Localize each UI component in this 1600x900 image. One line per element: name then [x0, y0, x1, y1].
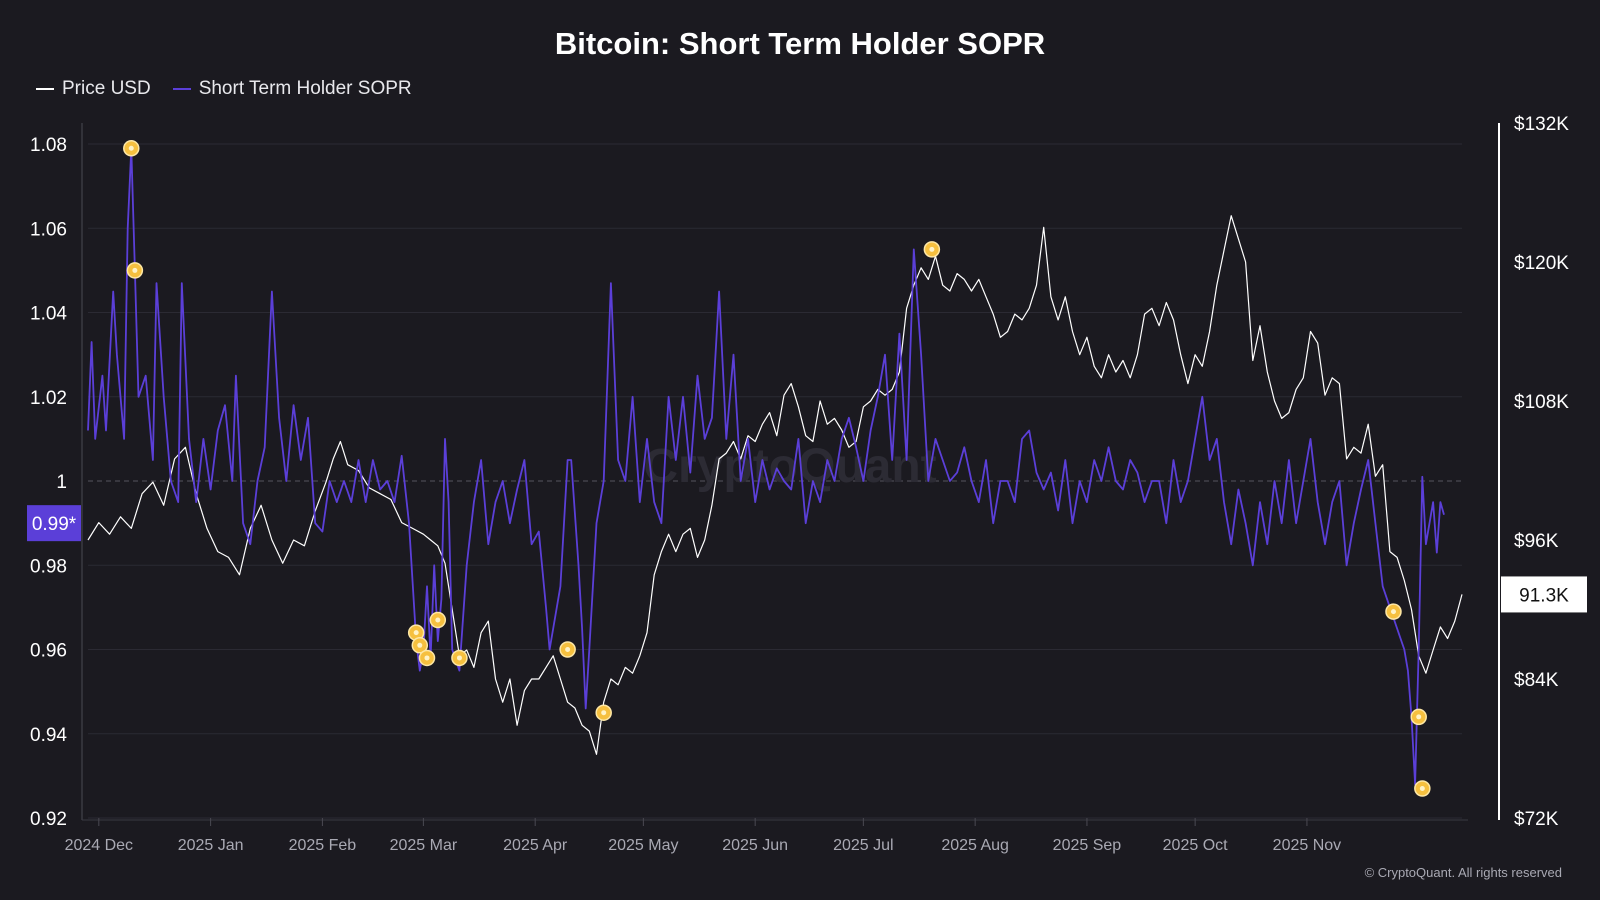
right-tick-label-0: $72K: [1514, 809, 1559, 830]
series: [87, 147, 1463, 786]
left-tick-label-5: 1.02: [30, 388, 67, 409]
value-badges: 0.99* 91.3K: [27, 505, 1587, 613]
highlight-marker-center-11: [1416, 714, 1422, 720]
legend-swatch-price-usd: [36, 88, 54, 90]
left-tick-label-0: 0.92: [30, 809, 67, 830]
right-tick-label-1: $84K: [1514, 670, 1559, 691]
left-tick-label-8: 1.08: [30, 135, 67, 156]
sopr-current-label: 0.99*: [32, 514, 77, 535]
chart-title: Bitcoin: Short Term Holder SOPR: [554, 26, 1046, 61]
highlight-marker-center-6: [456, 655, 462, 661]
x-tick-label-0: 2024 Dec: [65, 837, 134, 854]
highlight-marker-center-0: [128, 145, 134, 151]
x-tick-label-7: 2025 Jul: [833, 837, 894, 854]
highlight-marker-center-10: [1390, 609, 1396, 615]
sth-sopr-line: [87, 147, 1445, 786]
x-tick-label-11: 2025 Nov: [1273, 837, 1342, 854]
left-tick-label-7: 1.06: [30, 219, 67, 240]
right-tick-label-3: $108K: [1514, 392, 1569, 413]
highlight-marker-center-9: [929, 246, 935, 252]
right-tick-label-2: $96K: [1514, 531, 1559, 552]
highlight-marker-center-3: [417, 642, 423, 648]
x-tick-label-2: 2025 Feb: [289, 837, 357, 854]
highlight-marker-center-2: [413, 630, 419, 636]
right-tick-label-5: $132K: [1514, 114, 1569, 135]
price-current-badge: [1501, 576, 1587, 613]
highlight-marker-center-4: [424, 655, 430, 661]
legend: Price USD Short Term Holder SOPR: [36, 78, 412, 100]
left-tick-label-6: 1.04: [30, 304, 67, 325]
grid: [88, 143, 1462, 819]
legend-swatch-sth-sopr: [172, 88, 191, 90]
x-tick-label-10: 2025 Oct: [1163, 837, 1228, 854]
price-usd-line: [87, 215, 1463, 755]
x-tick-label-5: 2025 May: [608, 837, 678, 854]
axes: 0.92 0.94 0.96 0.98 1 1.02 1.04 1.06 1.08 $72K $84…: [30, 114, 1569, 854]
legend-item-price-usd[interactable]: Price USD: [36, 78, 151, 100]
x-tick-label-6: 2025 Jun: [722, 837, 788, 854]
left-tick-label-2: 0.96: [30, 641, 67, 662]
highlight-marker-center-1: [132, 267, 138, 273]
x-tick-label-4: 2025 Apr: [503, 837, 568, 854]
x-tick-label-3: 2025 Mar: [390, 837, 458, 854]
highlight-marker-center-8: [601, 710, 607, 716]
left-tick-label-3: 0.98: [30, 556, 67, 577]
x-tick-label-8: 2025 Aug: [941, 837, 1009, 854]
legend-label-price-usd: Price USD: [62, 78, 151, 99]
highlight-marker-center-7: [565, 647, 571, 653]
legend-item-sth-sopr[interactable]: Short Term Holder SOPR: [172, 78, 412, 100]
highlight-marker-center-5: [435, 617, 441, 623]
x-tick-label-1: 2025 Jan: [178, 837, 244, 854]
left-tick-label-1: 0.94: [30, 725, 67, 746]
highlight-markers: [123, 140, 1431, 797]
price-current-label: 91.3K: [1519, 585, 1569, 606]
right-tick-label-4: $120K: [1514, 253, 1569, 274]
sopr-current-badge: [27, 505, 81, 542]
copyright-notice: © CryptoQuant. All rights reserved: [1364, 865, 1562, 880]
left-tick-label-4: 1: [56, 472, 67, 493]
x-tick-label-9: 2025 Sep: [1053, 837, 1122, 854]
legend-label-sth-sopr: Short Term Holder SOPR: [198, 78, 412, 99]
highlight-marker-center-12: [1419, 786, 1425, 792]
